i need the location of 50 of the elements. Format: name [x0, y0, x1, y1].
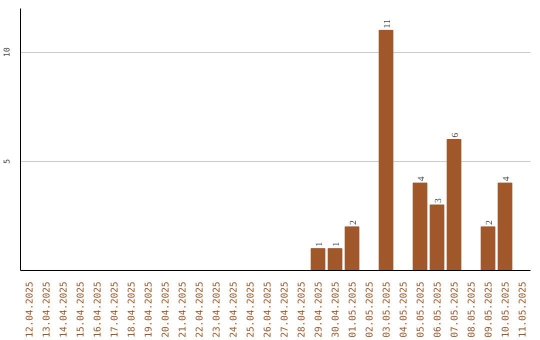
x-tick-label: 23.04.2025: [212, 281, 222, 338]
x-tick-label: 11.05.2025: [518, 281, 528, 338]
x-tick-label: 19.04.2025: [144, 281, 154, 338]
bar: [310, 248, 326, 270]
x-tick-label: 15.04.2025: [76, 281, 86, 338]
x-tick-label: 03.05.2025: [382, 281, 392, 338]
data-label: 3: [434, 198, 444, 203]
x-tick-label: 08.05.2025: [466, 281, 478, 338]
bar: [446, 139, 462, 270]
x-tick-label: 09.05.2025: [484, 281, 494, 338]
bar: [412, 182, 428, 270]
data-label: 4: [417, 176, 427, 182]
data-label: 1: [315, 242, 325, 247]
x-tick-label: 18.04.2025: [126, 281, 138, 338]
data-label: 4: [502, 176, 512, 182]
data-label: 6: [451, 132, 461, 138]
x-tick-label: 27.04.2025: [280, 281, 290, 338]
x-tick-label: 06.05.2025: [432, 281, 444, 338]
data-label: 2: [485, 220, 495, 225]
x-tick-label: 02.05.2025: [364, 281, 376, 338]
bar: [430, 204, 444, 270]
x-tick-label: 12.04.2025: [24, 281, 36, 338]
x-tick-label: 01.05.2025: [348, 281, 358, 338]
bar: [480, 226, 496, 270]
bar: [328, 248, 342, 270]
x-tick-label: 22.04.2025: [194, 281, 206, 338]
y-tick-label: 10: [2, 47, 12, 57]
x-tick-label: 30.04.2025: [330, 281, 342, 338]
x-tick-label: 14.04.2025: [58, 281, 70, 338]
x-tick-label: 17.04.2025: [110, 281, 120, 338]
x-tick-label: 05.05.2025: [416, 281, 426, 338]
x-tick-label: 24.04.2025: [228, 281, 240, 338]
bar: [344, 226, 360, 270]
x-tick-label: 10.05.2025: [500, 281, 512, 338]
data-label: 1: [332, 242, 342, 247]
x-tick-label: 16.04.2025: [92, 281, 104, 338]
bar: [378, 30, 394, 270]
x-tick-label: 04.05.2025: [398, 281, 410, 338]
bar: [498, 182, 512, 270]
x-tick-label: 26.04.2025: [262, 281, 274, 338]
x-tick-label: 21.04.2025: [178, 281, 188, 338]
x-tick-label: 25.04.2025: [246, 281, 256, 338]
x-tick-label: 20.04.2025: [160, 281, 172, 338]
x-tick-label: 07.05.2025: [450, 281, 460, 338]
y-tick-label: 5: [2, 158, 12, 164]
x-tick-label: 29.04.2025: [314, 281, 324, 338]
data-label: 2: [349, 220, 359, 225]
x-tick-label: 13.04.2025: [42, 281, 52, 338]
data-label: 11: [383, 19, 393, 28]
x-tick-label: 28.04.2025: [296, 281, 308, 338]
